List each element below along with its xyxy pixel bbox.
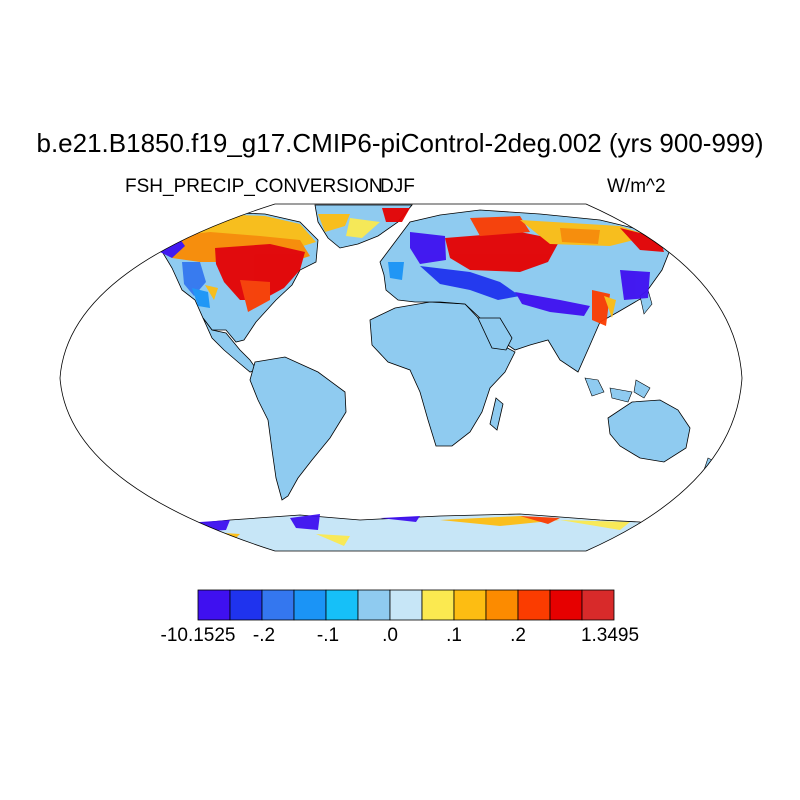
colorbar-box: [549, 589, 583, 621]
colorbar-box: [517, 589, 551, 621]
plot-title: b.e21.B1850.f19_g17.CMIP6-piControl-2deg…: [36, 128, 764, 158]
colorbar-box: [581, 589, 615, 621]
australia-land: [607, 399, 691, 463]
arabia-land: [477, 317, 513, 351]
colorbar-tick-label: -10.1525: [160, 625, 236, 646]
colorbar-box: [421, 589, 455, 621]
colorbar-box: [325, 589, 359, 621]
colorbar-box: [389, 589, 423, 621]
colorbar-tick-label: -.2: [252, 625, 276, 646]
south-america-land: [249, 356, 347, 501]
colorbar-tick-label: .0: [382, 625, 398, 646]
colorbar-box: [261, 589, 295, 621]
map-boundary: [59, 203, 743, 552]
land-field: [119, 204, 717, 551]
colorbar-box: [485, 589, 519, 621]
madagascar-land: [489, 397, 504, 431]
season-label: DJF: [380, 176, 415, 197]
colorbar: [197, 589, 615, 621]
units-label: W/m^2: [607, 176, 666, 197]
colorbar-box: [293, 589, 327, 621]
colorbar-tick-label: -.1: [316, 625, 340, 646]
indonesia-land: [584, 377, 651, 403]
colorbar-tick-label: .1: [446, 625, 462, 646]
antarctica-land: [119, 513, 681, 551]
colorbar-tick-label: 1.3495: [580, 625, 640, 646]
colorbar-tick-label: .2: [510, 625, 526, 646]
colorbar-box: [357, 589, 391, 621]
variable-label: FSH_PRECIP_CONVERSION: [125, 176, 383, 197]
colorbar-box: [197, 589, 231, 621]
colorbar-box: [229, 589, 263, 621]
colorbar-box: [453, 589, 487, 621]
